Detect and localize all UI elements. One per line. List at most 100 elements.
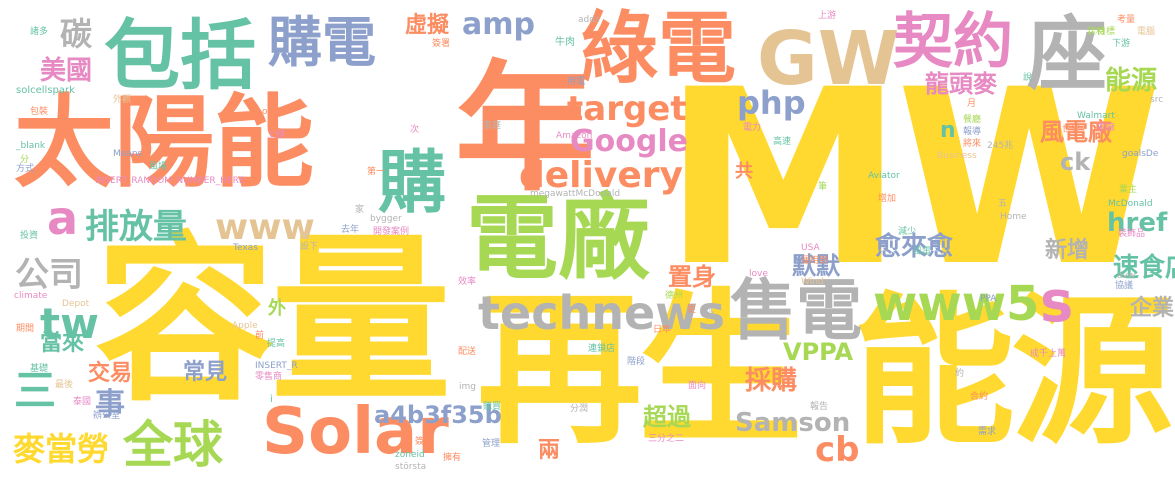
word-last-year: 去年 (341, 225, 360, 235)
word-zoneid: zoneid (395, 450, 425, 460)
word-sign-down: 簽下 (415, 437, 434, 447)
word-i: i (270, 394, 273, 405)
word-emissions: 排放量 (85, 207, 187, 247)
word-report-small: 報告 (810, 402, 829, 412)
word-year: 年 (455, 48, 596, 211)
word-decrease: 減少 (898, 227, 917, 237)
word-invest: 投資 (20, 231, 39, 241)
word-demand: 需求 (978, 427, 997, 437)
word-fast-food: 速食店 (1113, 253, 1175, 283)
word-sell-power: 售電 (730, 272, 862, 349)
word-own: 擁有 (443, 453, 462, 463)
word-tw: tw (40, 299, 99, 348)
word-insert-random: INSERT_RANDOM_NUMBER_HERE (95, 176, 245, 186)
word-bygger: bygger (370, 214, 402, 224)
word-about: 約 (955, 369, 965, 379)
word-household: 家庭 (483, 121, 502, 131)
word-outside: 外 (268, 298, 286, 319)
word-technews: technews (478, 286, 726, 340)
word-src: src (1150, 95, 1164, 105)
word-include: 包括 (104, 11, 256, 100)
word-chain-store: 連鎖店 (588, 344, 616, 354)
word-solcellspark: solcellspark (16, 85, 75, 96)
word-google: Google (570, 124, 688, 159)
word-facing: 面向 (688, 381, 707, 391)
word-texas-zh: 德州 (665, 291, 684, 301)
word-set-down: 設下 (300, 242, 319, 252)
word-energy-small: 能源 (1105, 66, 1158, 96)
word-honda: 本田 (492, 77, 511, 87)
word-usa-en: USA (801, 243, 820, 253)
word-electric-power: 電力 (743, 123, 762, 133)
word-signed: 簽署 (432, 39, 451, 49)
word-power-use: 用電 (567, 77, 586, 87)
word-stage: 階段 (627, 357, 646, 367)
word-means: Means (113, 149, 143, 159)
word-thailand: 泰國 (73, 397, 92, 407)
word-new: 新增 (1045, 238, 1090, 263)
word-blank: _blank (16, 141, 46, 151)
word-wind: Wind (801, 277, 824, 287)
word-purchase-power: 購電 (268, 11, 376, 74)
word-target: target (567, 89, 687, 129)
word-virtual: 虛擬 (405, 13, 450, 38)
word-world: 世界 (1062, 125, 1081, 135)
word-mcdonalds: 麥當勞 (13, 430, 110, 468)
word-company: 公司 (15, 255, 83, 295)
word-solar: Solar (262, 395, 449, 469)
word-delivery-zh: 配送 (458, 347, 477, 357)
word-manage: 管理 (482, 439, 501, 449)
word-contract-small: 合約 (970, 392, 989, 402)
word-before: 前 (255, 331, 265, 341)
word-texas: Texas (233, 243, 258, 253)
word-building-material: 建材 (1087, 27, 1106, 37)
word-computer: 電腦 (1137, 27, 1156, 37)
word-raise: 提高 (267, 339, 286, 349)
word-profit-share: 分潤 (570, 404, 589, 414)
word-common: 常見 (183, 360, 228, 385)
word-decoration: 裝飾品 (1118, 229, 1146, 239)
word-more-and-more: 愈來愈 (875, 232, 954, 262)
word-goal: 目標 (1097, 27, 1116, 37)
word-245-trillion: 245兆 (987, 141, 1014, 151)
word-upstream: 上游 (818, 11, 837, 21)
word-watt: 瓦 (705, 305, 715, 315)
word-love: love (749, 269, 768, 279)
word-amazon: Amazon (556, 131, 593, 141)
word-two-thirds: 三分之二 (648, 434, 685, 444)
word-mw: MW (663, 38, 1163, 320)
word-exceed: 超過 (643, 403, 691, 431)
word-japan: 日本 (653, 325, 672, 335)
word-samson: Samson (735, 408, 851, 438)
word-agreement: 協議 (1115, 281, 1134, 291)
word-times: 次 (410, 125, 420, 135)
word-walmart: Walmart (1077, 111, 1115, 121)
word-enterprise: 企業 (1130, 296, 1175, 321)
word-method: 方式 (16, 164, 35, 174)
word-ck: ck (1060, 148, 1091, 176)
word-place-oneself: 置身 (668, 263, 716, 291)
word-goalsde: goalsDe (1122, 149, 1159, 159)
word-pen: 筆 (818, 182, 828, 192)
word-downstream: 下游 (1112, 39, 1131, 49)
word-high-speed: 高速 (773, 137, 792, 147)
word-apple: Apple (232, 321, 258, 331)
word-restaurant: 餐廳 (963, 115, 982, 125)
word-www5: www5 (873, 276, 1040, 332)
word-home: Home (1000, 212, 1027, 222)
word-last: 最後 (55, 380, 74, 390)
word-seat: 座 (1027, 8, 1107, 101)
word-more: 更 (687, 305, 697, 315)
word-many: 諸多 (30, 27, 49, 37)
word-renewable: 再生 (477, 274, 803, 466)
word-matter: 事 (95, 387, 125, 422)
word-n: n (940, 118, 956, 143)
word-three: 三 (14, 366, 57, 415)
word-five: 五 (998, 199, 1008, 209)
word-www: www (215, 207, 315, 248)
word-global: 全球 (123, 416, 223, 474)
word-increase: 增加 (878, 194, 897, 204)
word-img: img (459, 382, 476, 392)
word-beef: 牛肉 (555, 37, 575, 48)
